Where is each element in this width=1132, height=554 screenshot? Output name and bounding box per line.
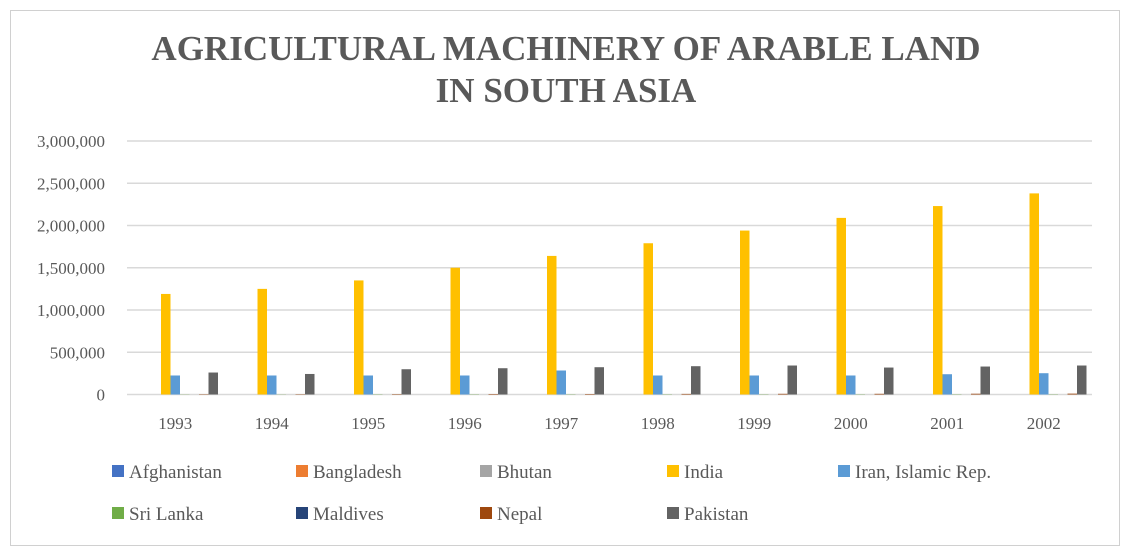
bar-iran-islamic-rep- — [653, 375, 663, 395]
bar-india — [547, 255, 557, 395]
legend-label: Nepal — [497, 504, 542, 525]
bar-pakistan — [1077, 365, 1087, 395]
legend-label: Pakistan — [684, 504, 749, 525]
bar-pakistan — [691, 366, 701, 395]
bar-india — [933, 206, 943, 395]
bar-pakistan — [980, 366, 990, 395]
bar-nepal — [874, 393, 884, 395]
bar-pakistan — [594, 367, 604, 395]
legend-swatch — [480, 465, 492, 477]
title-line-2: IN SOUTH ASIA — [435, 71, 697, 110]
chart-title: AGRICULTURAL MACHINERY OF ARABLE LAND IN… — [0, 28, 1132, 112]
legend-swatch — [667, 507, 679, 519]
legend-swatch — [112, 507, 124, 519]
bar-iran-islamic-rep- — [556, 370, 566, 395]
legend-label: Bhutan — [497, 462, 552, 483]
y-tick-label: 0 — [97, 386, 106, 405]
bar-india — [257, 288, 267, 395]
bar-pakistan — [401, 369, 411, 395]
bar-india — [161, 293, 171, 395]
bar-iran-islamic-rep- — [1039, 373, 1049, 395]
legend-swatch — [112, 465, 124, 477]
x-tick-label: 2001 — [930, 414, 964, 433]
title-line-1: AGRICULTURAL MACHINERY OF ARABLE LAND — [151, 29, 981, 68]
legend-swatch — [296, 507, 308, 519]
bar-iran-islamic-rep- — [460, 375, 470, 395]
legend-label: Iran, Islamic Rep. — [855, 462, 991, 483]
x-tick-label: 1993 — [158, 414, 192, 433]
bar-nepal — [971, 393, 981, 395]
bar-india — [836, 217, 846, 395]
bar-nepal — [681, 393, 691, 395]
legend-label: India — [684, 462, 724, 483]
bar-iran-islamic-rep- — [749, 375, 759, 395]
y-tick-label: 1,500,000 — [37, 259, 105, 278]
bar-india — [740, 230, 750, 395]
y-tick-label: 2,000,000 — [37, 217, 105, 236]
bar-pakistan — [305, 373, 315, 395]
legend-swatch — [480, 507, 492, 519]
bar-iran-islamic-rep- — [942, 374, 952, 395]
y-tick-label: 1,000,000 — [37, 301, 105, 320]
x-tick-label: 1996 — [448, 414, 482, 433]
bar-nepal — [778, 393, 788, 395]
x-tick-label: 1999 — [737, 414, 771, 433]
legend-label: Sri Lanka — [129, 504, 204, 525]
legend-label: Bangladesh — [313, 462, 402, 483]
bar-pakistan — [884, 367, 894, 395]
bar-iran-islamic-rep- — [267, 375, 277, 395]
y-tick-label: 3,000,000 — [37, 132, 105, 151]
x-tick-label: 1995 — [351, 414, 385, 433]
y-tick-label: 2,500,000 — [37, 174, 105, 193]
legend-label: Afghanistan — [129, 462, 222, 483]
bar-pakistan — [787, 365, 797, 395]
bar-india — [450, 267, 460, 395]
bar-india — [1029, 193, 1039, 395]
y-tick-label: 500,000 — [50, 343, 105, 362]
bar-nepal — [585, 393, 595, 395]
legend-label: Maldives — [313, 504, 384, 525]
x-tick-label: 2002 — [1027, 414, 1061, 433]
x-tick-label: 2000 — [834, 414, 868, 433]
x-tick-label: 1997 — [544, 414, 579, 433]
bar-pakistan — [498, 368, 508, 395]
legend-swatch — [838, 465, 850, 477]
bar-pakistan — [208, 372, 218, 395]
bar-iran-islamic-rep- — [170, 375, 180, 395]
legend-swatch — [667, 465, 679, 477]
bar-india — [643, 243, 653, 395]
bar-iran-islamic-rep- — [846, 375, 856, 395]
bar-nepal — [488, 393, 498, 395]
bar-nepal — [1067, 393, 1077, 395]
bar-iran-islamic-rep- — [363, 375, 373, 395]
legend-swatch — [296, 465, 308, 477]
bar-india — [354, 280, 364, 395]
x-tick-label: 1994 — [255, 414, 290, 433]
x-tick-label: 1998 — [641, 414, 675, 433]
